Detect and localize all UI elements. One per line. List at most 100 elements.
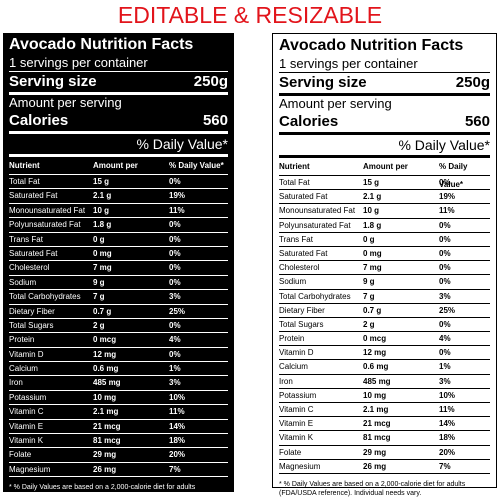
nutrient-row: Potassium 10 mg 10% xyxy=(279,389,490,403)
nutrient-row: Vitamin E 21 mcg 14% xyxy=(279,417,490,432)
cell: Sodium xyxy=(279,277,307,287)
daily-value-heading: % Daily Value* xyxy=(279,135,490,158)
nutrient-row: Vitamin D 12 mg 0% xyxy=(279,346,490,361)
cell: Monounsaturated Fat xyxy=(9,205,86,215)
cell: 0.6 mg xyxy=(363,362,389,372)
cell: Iron xyxy=(9,378,23,388)
serving-size-label: Serving size xyxy=(279,74,367,91)
cell: 7% xyxy=(169,464,181,474)
cell: Folate xyxy=(279,447,302,457)
nutrient-row: Potassium 10 mg 10% xyxy=(9,391,228,406)
cell: 21 mcg xyxy=(363,419,391,429)
nutrition-label-light: Avocado Nutrition Facts 1 servings per co… xyxy=(272,33,497,497)
cell: 0% xyxy=(439,234,451,244)
cell: 11% xyxy=(439,405,455,414)
cell: Vitamin K xyxy=(279,433,314,443)
cell: 3% xyxy=(439,291,451,301)
servings: 1 servings per container xyxy=(9,55,228,72)
cell: 10% xyxy=(439,390,456,400)
cell: 0% xyxy=(439,348,451,358)
cell: 12 mg xyxy=(363,348,387,358)
cell: 29 mg xyxy=(363,447,387,457)
cell: 2.1 g xyxy=(363,192,382,202)
nutrient-row: Saturated Fat 2.1 g 19% xyxy=(9,189,228,204)
daily-value-heading: % Daily Value* xyxy=(9,134,228,157)
cell: Calcium xyxy=(9,364,38,374)
cell: 12 mg xyxy=(93,349,117,359)
nutrient-row: Vitamin K 81 mcg 18% xyxy=(9,434,228,449)
nutrient-row: Protein 0 mcg 4% xyxy=(279,332,490,347)
nutrient-row: Iron 485 mg 3% xyxy=(279,375,490,389)
cell: 1% xyxy=(169,364,181,374)
nutrient-row: Total Sugars 2 g 0% xyxy=(9,319,228,334)
nutrient-row: Dietary Fiber 0.7 g 25% xyxy=(9,305,228,319)
serving-size-label: Serving size xyxy=(9,73,97,90)
cell: 485 mg xyxy=(363,376,391,386)
cell: Vitamin C xyxy=(9,407,44,417)
cell: Total Sugars xyxy=(9,320,54,330)
cell: 25% xyxy=(169,306,186,316)
cell: Polyunsaturated Fat xyxy=(279,220,351,230)
cell: 1.8 g xyxy=(93,220,112,230)
nutrient-row: Vitamin D 12 mg 0% xyxy=(9,348,228,363)
cell: 7% xyxy=(439,461,451,471)
cell: 4% xyxy=(439,334,451,344)
cell: Monounsaturated Fat xyxy=(279,206,356,216)
cell: 29 mg xyxy=(93,450,117,460)
cell: 1.8 g xyxy=(363,220,382,230)
nutrient-row: Polyunsaturated Fat 1.8 g 0% xyxy=(279,219,490,233)
cell: 3% xyxy=(439,376,451,386)
cell: 0 g xyxy=(363,234,375,244)
nutrient-row: Saturated Fat 2.1 g 19% xyxy=(279,190,490,205)
nutrient-row: Sodium 9 g 0% xyxy=(279,275,490,290)
nutrient-row: Total Carbohydrates 7 g 3% xyxy=(279,290,490,304)
cell: 7 mg xyxy=(363,263,382,273)
cell: 1% xyxy=(439,362,451,372)
nutrient-row: Total Fat 15 g 0% xyxy=(9,175,228,190)
cell: Vitamin D xyxy=(279,348,314,358)
cell: Trans Fat xyxy=(9,234,43,244)
cell: Dietary Fiber xyxy=(9,306,55,316)
cell: Saturated Fat xyxy=(9,191,58,201)
cell: Iron xyxy=(279,376,293,386)
cell: 20% xyxy=(169,450,186,460)
cell: 0% xyxy=(439,248,451,258)
cell: 4% xyxy=(169,335,181,345)
calories: 560 xyxy=(464,113,490,130)
cell: 0% xyxy=(439,220,451,230)
cell: 20% xyxy=(439,447,456,457)
cell: 9 g xyxy=(93,277,105,287)
cell: Trans Fat xyxy=(279,234,313,244)
cell: 14% xyxy=(169,421,186,431)
serving-size-row: Serving size 250g xyxy=(279,73,490,96)
cell: Vitamin E xyxy=(279,419,314,429)
cell: Vitamin C xyxy=(279,405,314,414)
cell: 15 g xyxy=(93,177,110,186)
cell: Cholesterol xyxy=(279,263,320,273)
cell: 0.6 mg xyxy=(93,364,119,374)
banner-title: EDITABLE & RESIZABLE xyxy=(117,2,383,28)
serving-size: 250g xyxy=(455,74,490,91)
cell: 19% xyxy=(439,192,456,202)
cell: Total Carbohydrates xyxy=(9,292,81,302)
cell: Total Fat xyxy=(279,178,310,187)
cell: 81 mcg xyxy=(363,433,391,443)
cell: Dietary Fiber xyxy=(279,305,325,315)
cell: 0.7 g xyxy=(93,306,112,316)
nutrient-row: Saturated Fat 0 mg 0% xyxy=(279,247,490,262)
cell: 0% xyxy=(439,277,451,287)
amount-per: Amount per serving xyxy=(9,95,122,110)
cell: 0% xyxy=(169,263,181,273)
nutrient-row: Protein 0 mcg 4% xyxy=(9,333,228,348)
cell: 18% xyxy=(169,436,186,446)
cell: 0% xyxy=(169,277,181,287)
nutrient-row: Trans Fat 0 g 0% xyxy=(9,233,228,247)
nutrient-row: Magnesium 26 mg 7% xyxy=(9,463,228,478)
nutrient-row: Monounsaturated Fat 10 g 11% xyxy=(279,204,490,219)
cell: 0% xyxy=(439,263,451,273)
serving-size: 250g xyxy=(193,73,228,90)
nutrient-row: Calcium 0.6 mg 1% xyxy=(9,362,228,377)
nutrient-row: Folate 29 mg 20% xyxy=(9,448,228,463)
cell: Vitamin E xyxy=(9,421,44,431)
